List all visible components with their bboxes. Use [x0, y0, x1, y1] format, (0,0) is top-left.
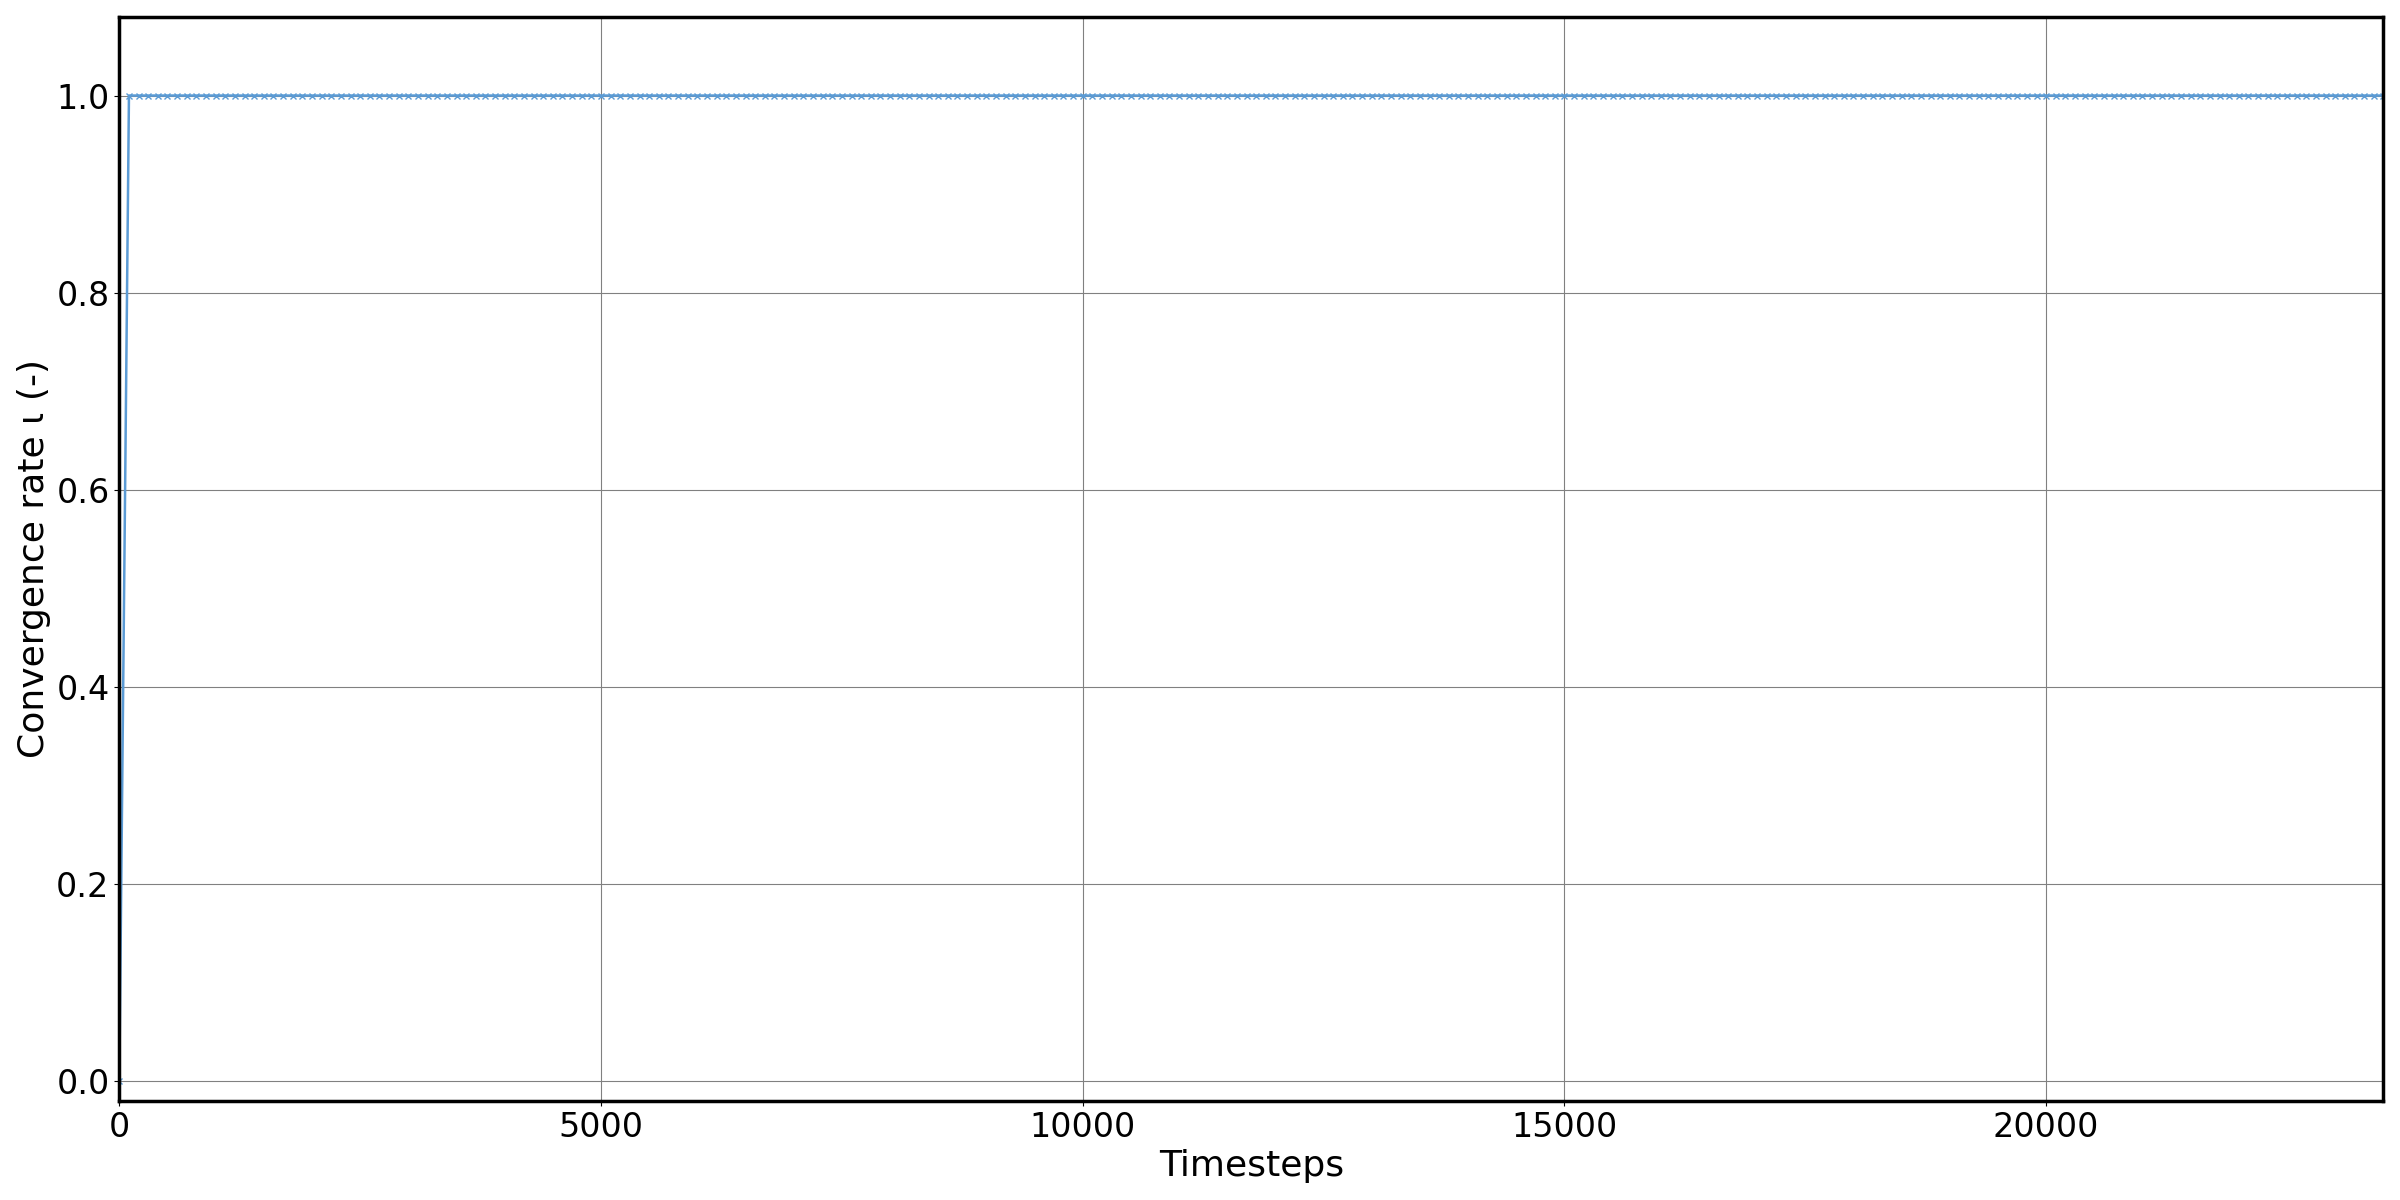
- Y-axis label: Convergence rate ι (-): Convergence rate ι (-): [17, 359, 50, 758]
- X-axis label: Timesteps: Timesteps: [1159, 1150, 1344, 1183]
